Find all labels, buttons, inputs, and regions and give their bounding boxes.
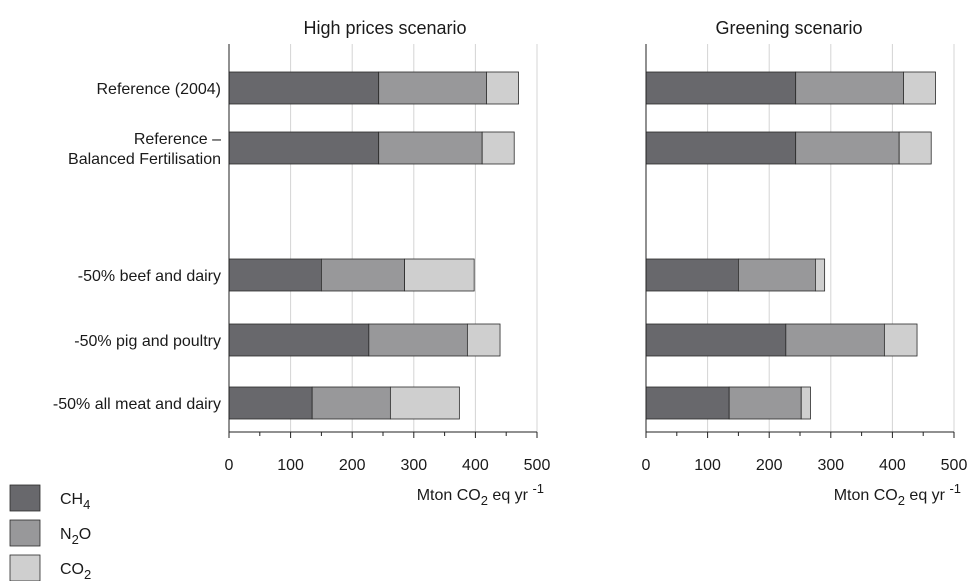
- category-label: -50% beef and dairy: [78, 268, 221, 285]
- chart-panel-2: Greening scenario 0 100 200 300 400 500 Mton CO…: [642, 18, 968, 508]
- legend-label: CO2: [60, 561, 91, 581]
- x-tick-label: 200: [339, 457, 366, 474]
- legend: CH4 N2O CO2: [9, 484, 91, 581]
- bar-co2-5: [800, 386, 811, 420]
- bar-n2o-1: [795, 131, 900, 165]
- bar-ch4-1: [645, 131, 797, 165]
- bar-ch4-4: [228, 323, 370, 357]
- x-tick-label: 500: [524, 457, 551, 474]
- category-label: Reference – Balanced Fertilisation: [68, 131, 221, 168]
- bar-n2o-4: [785, 323, 885, 357]
- bar-ch4-0: [228, 71, 380, 105]
- x-tick-label: 200: [756, 457, 783, 474]
- bar-n2o-1: [378, 131, 483, 165]
- bar-n2o-5: [728, 386, 802, 420]
- bar-co2-1: [481, 131, 515, 165]
- bar-co2-0: [903, 71, 936, 105]
- chart-title: High prices scenario: [303, 18, 466, 38]
- category-label: -50% all meat and dairy: [53, 396, 221, 413]
- bar-co2-3: [404, 258, 475, 292]
- x-tick-label: 0: [642, 457, 651, 474]
- x-tick-label: 300: [817, 457, 844, 474]
- bar-ch4-5: [228, 386, 313, 420]
- x-axis-label: Mton CO2 eq yr -1: [834, 481, 961, 508]
- bar-co2-4: [466, 323, 501, 357]
- bar-ch4-1: [228, 131, 380, 165]
- bar-n2o-5: [311, 386, 391, 420]
- x-tick-label: 100: [694, 457, 721, 474]
- x-tick-label: 0: [225, 457, 234, 474]
- bar-n2o-3: [738, 258, 816, 292]
- legend-label: N2O: [60, 526, 91, 547]
- bar-n2o-0: [795, 71, 904, 105]
- bar-ch4-5: [645, 386, 730, 420]
- bar-co2-5: [389, 386, 460, 420]
- bar-co2-4: [883, 323, 918, 357]
- bar-ch4-0: [645, 71, 797, 105]
- bar-ch4-4: [645, 323, 787, 357]
- x-tick-label: 300: [400, 457, 427, 474]
- bar-ch4-3: [228, 258, 322, 292]
- bar-n2o-3: [320, 258, 405, 292]
- bar-co2-3: [815, 258, 826, 292]
- x-tick-label: 100: [277, 457, 304, 474]
- bar-ch4-3: [645, 258, 739, 292]
- category-label: -50% pig and poultry: [74, 333, 221, 350]
- chart-title: Greening scenario: [715, 18, 862, 38]
- x-tick-label: 400: [879, 457, 906, 474]
- legend-swatch: [9, 484, 41, 512]
- legend-swatch: [9, 519, 41, 547]
- bar-co2-1: [898, 131, 932, 165]
- x-tick-label: 400: [462, 457, 489, 474]
- legend-label: CH4: [60, 491, 90, 512]
- bar-co2-0: [486, 71, 519, 105]
- legend-swatch: [9, 554, 41, 581]
- x-tick-label: 500: [941, 457, 968, 474]
- category-label: Reference (2004): [96, 81, 221, 98]
- bar-n2o-4: [368, 323, 468, 357]
- x-axis-label: Mton CO2 eq yr -1: [417, 481, 544, 508]
- chart-panel-1: High prices scenario Reference (2004) Refe…: [53, 18, 551, 508]
- bar-n2o-0: [378, 71, 487, 105]
